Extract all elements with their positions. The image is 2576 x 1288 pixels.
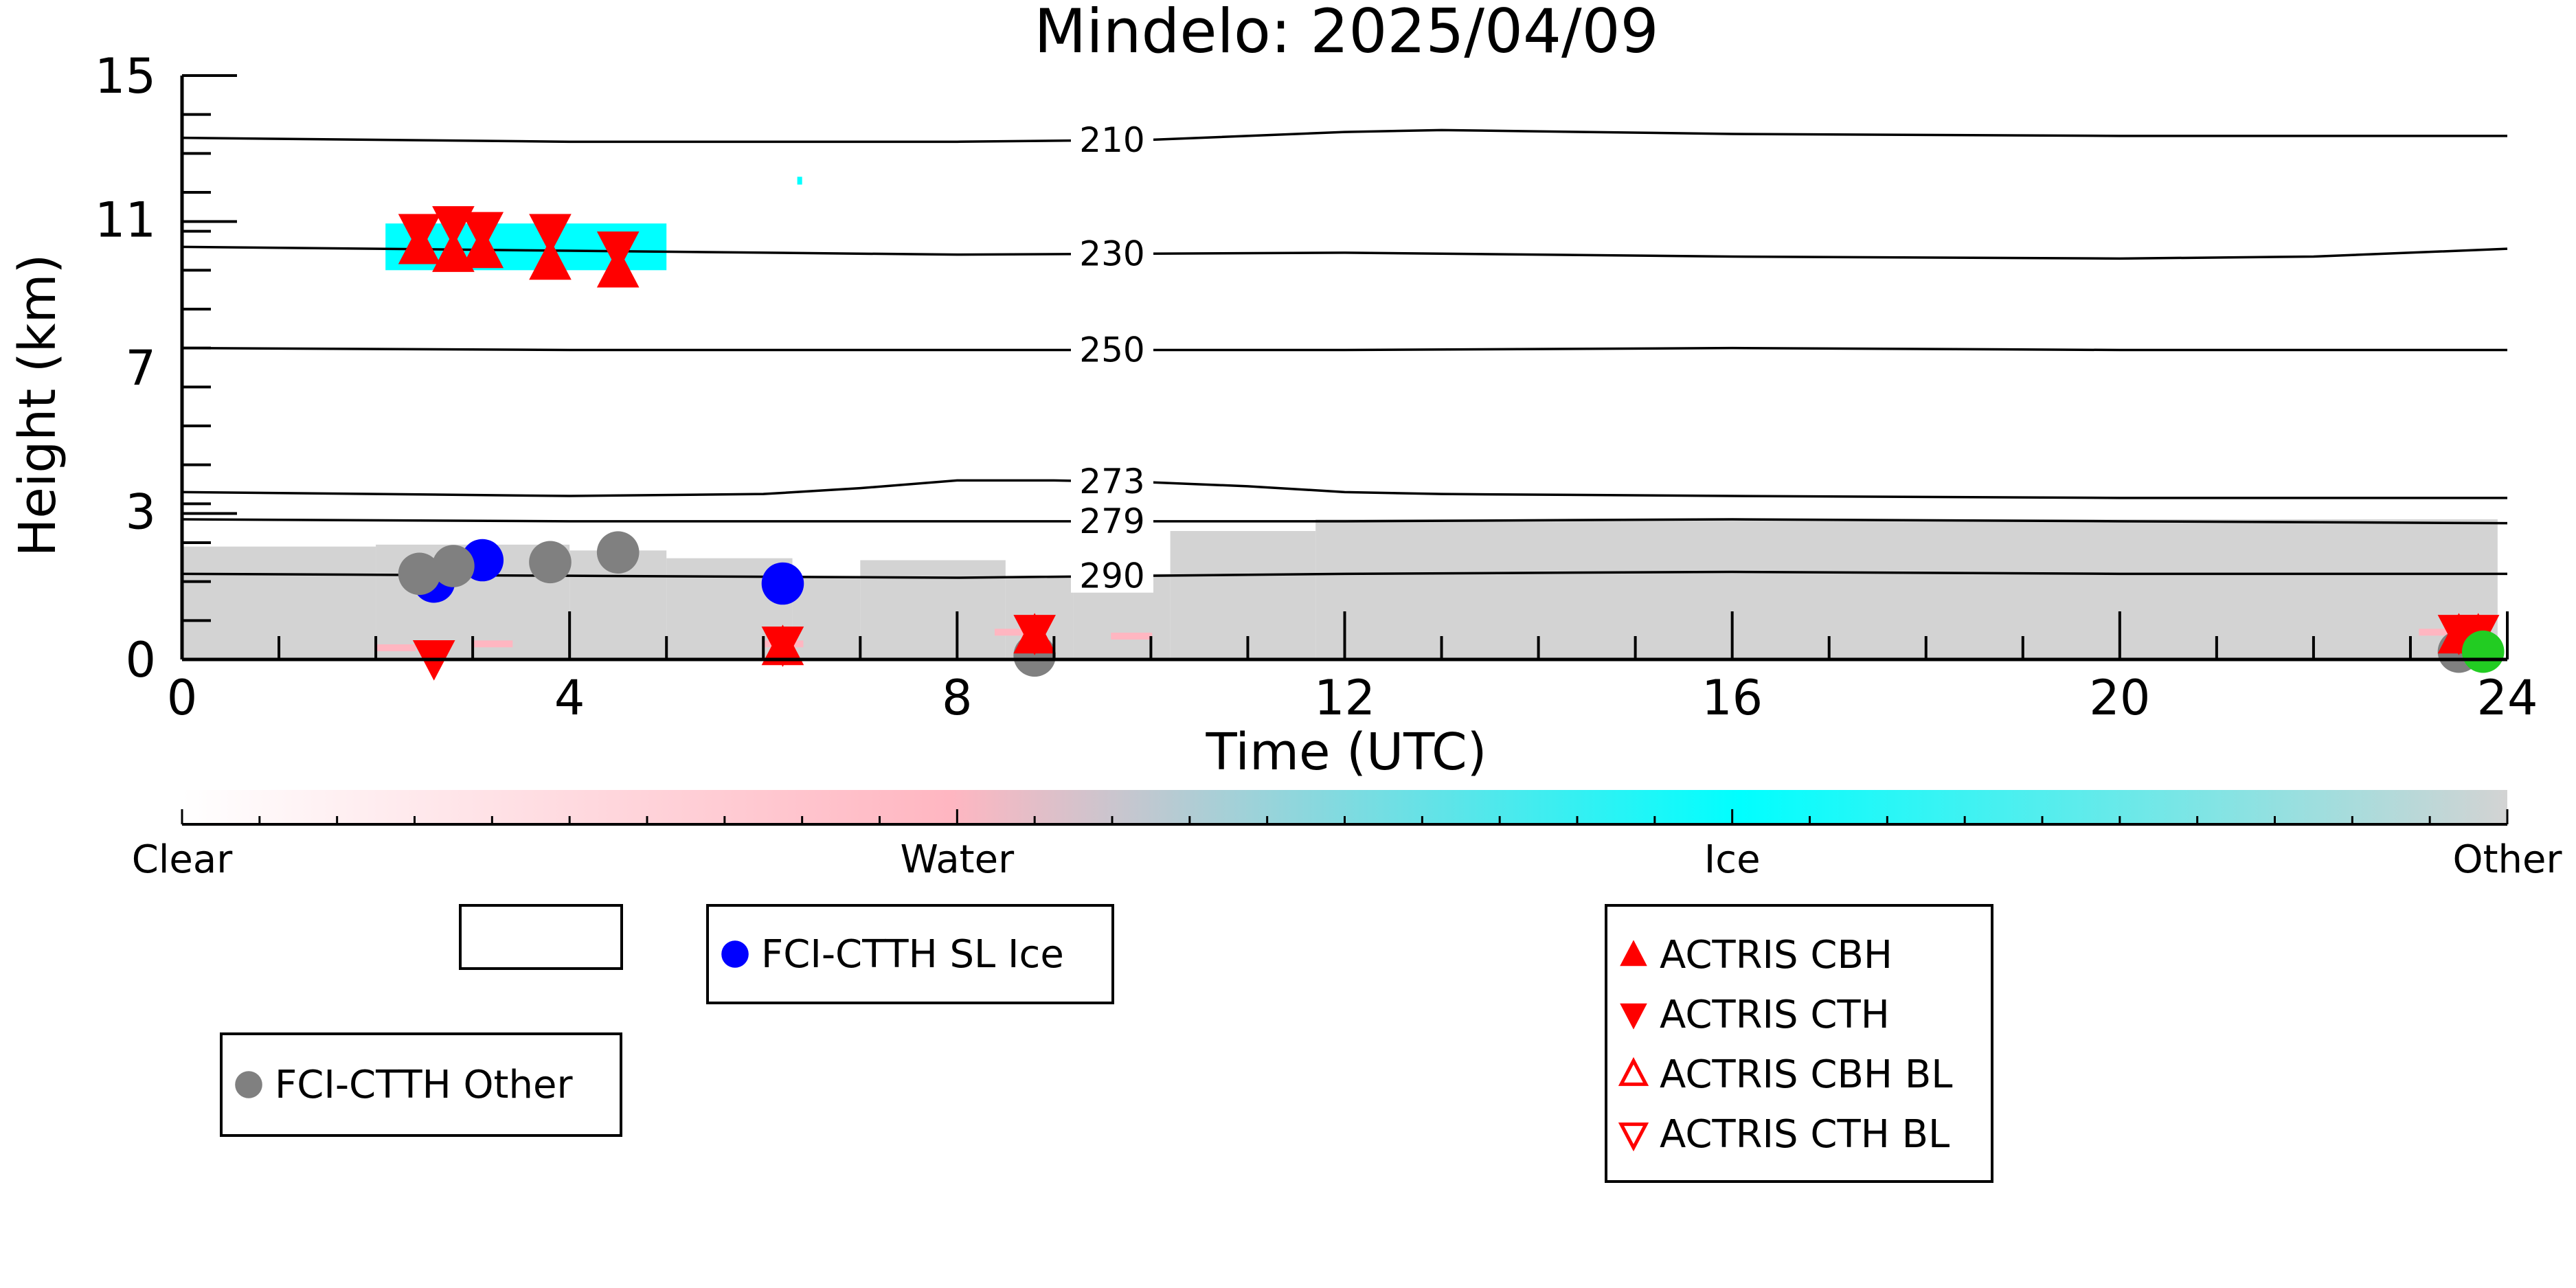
legend-label-1-0: FCI-CTTH SL Ice <box>761 932 1064 977</box>
point-actris-cbh-3 <box>529 239 572 280</box>
x-axis-title: Time (UTC) <box>1205 723 1487 782</box>
point-fci-ctth-other-1 <box>432 545 475 587</box>
other-region-4 <box>792 578 861 659</box>
point-fci-ctth-sl-ice-2 <box>761 562 804 605</box>
legend-box-3 <box>1605 904 1993 1183</box>
point-actris-cth-2 <box>461 212 504 253</box>
isotherm-label-230: 230 <box>1079 234 1144 274</box>
isotherm-label-bg-250 <box>1071 333 1153 367</box>
isotherm-label-bg-230 <box>1071 237 1153 271</box>
isotherm-label-250: 250 <box>1079 330 1144 370</box>
legend-marker-1-0 <box>721 940 749 968</box>
colorbar-label-ice: Ice <box>1704 837 1761 882</box>
x-tick-label-16: 16 <box>1702 670 1763 726</box>
point-fci-ctth-other-2 <box>529 541 572 584</box>
other-region-8 <box>1170 531 1316 659</box>
isotherm-250 <box>181 346 2507 352</box>
point-actris-cbh-1 <box>432 231 475 272</box>
x-tick-label-12: 12 <box>1314 670 1375 726</box>
legend-box-1 <box>706 904 1114 1004</box>
isotherm-label-210: 210 <box>1079 120 1144 160</box>
legend-box-0 <box>459 904 623 970</box>
point-green-point-0 <box>2461 630 2505 673</box>
x-tick-label-4: 4 <box>554 670 585 726</box>
water-mark-1 <box>471 640 513 648</box>
legend-label-3-0: ACTRIS CBH <box>1660 933 1893 978</box>
chart-title: Mindelo: 2025/04/09 <box>1034 0 1658 67</box>
isotherm-label-279: 279 <box>1079 501 1144 541</box>
y-tick-label-11: 11 <box>95 192 156 249</box>
y-tick-label-7: 7 <box>125 340 156 396</box>
isotherm-label-273: 273 <box>1079 462 1144 501</box>
water-mark-5 <box>2419 629 2461 636</box>
isotherm-279 <box>181 518 2508 525</box>
point-actris-cth-6 <box>761 626 804 667</box>
point-fci-ctth-other-3 <box>596 531 640 574</box>
isotherm-230 <box>181 245 2508 260</box>
legend-label-3-1: ACTRIS CTH <box>1660 993 1890 1037</box>
legend-marker-3-2 <box>1618 1057 1649 1086</box>
colorbar: Clear Water Ice Other <box>132 790 2562 882</box>
isotherm-label-bg-210 <box>1071 124 1153 157</box>
y-tick-label-15: 15 <box>95 48 156 104</box>
other-region-9 <box>1315 519 2498 659</box>
legends: FCI-CTTH SL Ice FCI-CTTH Other ACTRIS CBH A… <box>220 904 1993 1183</box>
x-tick-label-0: 0 <box>167 670 198 726</box>
legend-label-3-2: ACTRIS CBH BL <box>1660 1052 1952 1097</box>
x-tick-label-8: 8 <box>942 670 973 726</box>
isotherm-210 <box>181 128 2507 144</box>
legend-label-3-3: ACTRIS CTH BL <box>1660 1112 1950 1157</box>
point-actris-cth-7 <box>1013 615 1056 655</box>
legend-label-2-0: FCI-CTTH Other <box>275 1063 573 1107</box>
isotherm-label-bg-290 <box>1071 559 1153 593</box>
x-tick-label-24: 24 <box>2476 670 2538 726</box>
colorbar-label-other: Other <box>2452 837 2562 882</box>
point-actris-cth-0 <box>398 214 441 255</box>
x-tick-label-20: 20 <box>2089 670 2150 726</box>
isotherm-label-bg-273 <box>1071 465 1153 499</box>
point-actris-cth-3 <box>529 214 572 255</box>
y-tick-label-0: 0 <box>125 632 156 688</box>
other-region-5 <box>860 560 1006 659</box>
legend-marker-3-3 <box>1618 1122 1649 1152</box>
isotherm-label-bg-279 <box>1071 504 1153 538</box>
legend-marker-2-0 <box>235 1071 262 1098</box>
legend-marker-3-1 <box>1620 1003 1647 1030</box>
isotherm-290 <box>181 570 2507 579</box>
ice-region-1 <box>797 177 802 185</box>
colorbar-label-water: Water <box>901 837 1015 882</box>
water-mark-0 <box>374 644 416 651</box>
legend-marker-3-0 <box>1620 940 1647 967</box>
water-mark-4 <box>1111 633 1153 640</box>
point-actris-cth-4 <box>596 231 640 272</box>
y-axis-title: Height (km) <box>8 254 67 557</box>
water-mark-3 <box>994 629 1036 636</box>
isotherm-273 <box>181 479 2507 499</box>
colorbar-label-clear: Clear <box>132 837 233 882</box>
y-tick-label-3: 3 <box>125 484 156 541</box>
legend-box-2 <box>220 1032 622 1137</box>
point-fci-ctth-other-0 <box>398 552 441 596</box>
isotherm-label-290: 290 <box>1079 556 1144 596</box>
